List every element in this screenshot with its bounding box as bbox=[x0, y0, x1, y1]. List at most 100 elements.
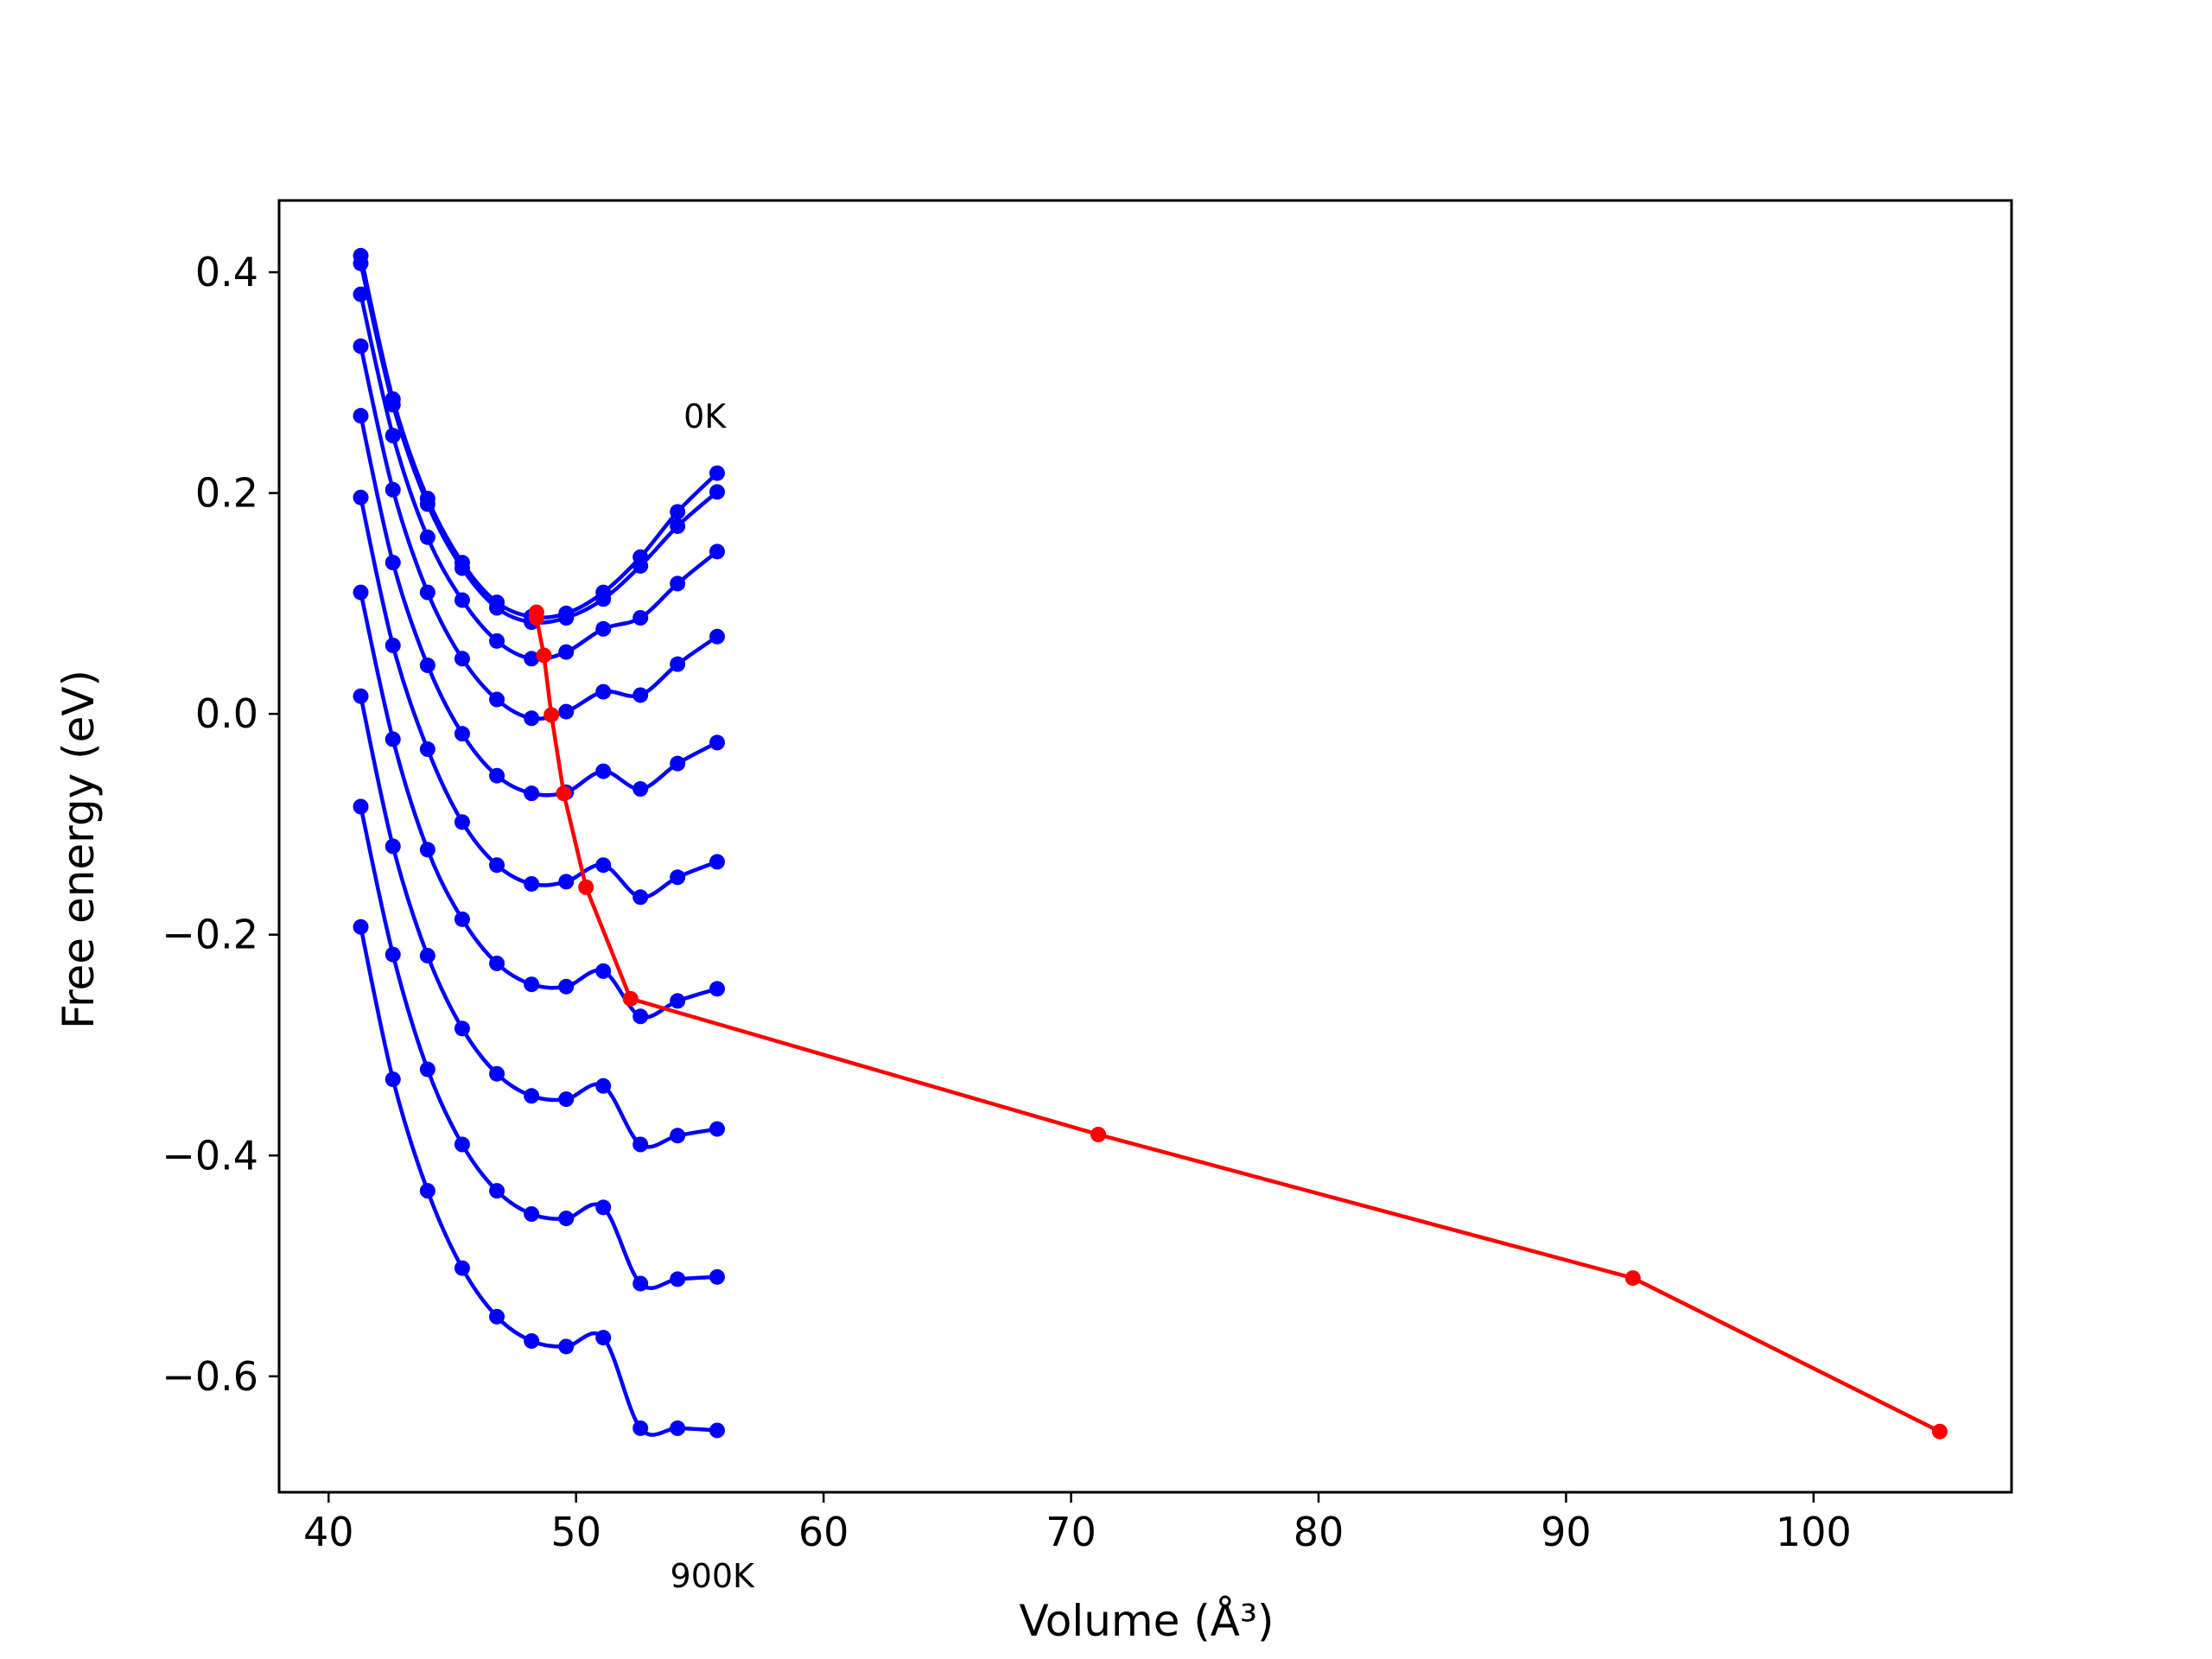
isotherm-point bbox=[419, 657, 435, 673]
isotherm-point bbox=[595, 1330, 612, 1346]
isotherm-point bbox=[709, 543, 725, 560]
isotherm-point bbox=[489, 857, 505, 874]
minimum-path-point bbox=[543, 707, 560, 723]
isotherm-point bbox=[524, 1088, 540, 1104]
isotherm-point bbox=[353, 489, 369, 505]
isotherm-point bbox=[419, 496, 435, 512]
isotherm-point bbox=[385, 555, 401, 571]
axes-frame bbox=[277, 199, 2013, 1494]
isotherm-point bbox=[353, 338, 369, 354]
isotherm-point bbox=[489, 691, 505, 708]
isotherm-point bbox=[595, 857, 612, 874]
plot-area bbox=[353, 247, 1948, 1440]
isotherm-point bbox=[670, 869, 686, 886]
isotherm-point bbox=[558, 1091, 575, 1108]
x-tick-label: 100 bbox=[1776, 1509, 1852, 1555]
annotations: 0K 900K bbox=[671, 397, 756, 1595]
isotherm-point bbox=[558, 874, 575, 890]
isotherm-point bbox=[632, 1136, 649, 1153]
isotherm-point bbox=[454, 1020, 470, 1037]
isotherm-point bbox=[709, 465, 725, 481]
isotherm-point bbox=[709, 1268, 725, 1285]
isotherm-point bbox=[595, 763, 612, 779]
isotherm-point bbox=[419, 1183, 435, 1199]
y-tick-label: 0.4 bbox=[195, 249, 258, 296]
minimum-path-point bbox=[1090, 1127, 1107, 1142]
isotherm-point bbox=[632, 610, 649, 626]
isotherm-point bbox=[709, 734, 725, 751]
isotherm-point bbox=[670, 504, 686, 520]
isotherm-point bbox=[353, 918, 369, 935]
isotherm-point bbox=[524, 710, 540, 727]
isotherm-point bbox=[595, 620, 612, 637]
y-tick-label: −0.6 bbox=[162, 1353, 258, 1400]
isotherm-point bbox=[558, 978, 575, 995]
isotherm-point bbox=[670, 1420, 686, 1436]
isotherm-point bbox=[489, 955, 505, 971]
y-axis-title: Free energy (eV) bbox=[54, 670, 104, 1029]
isotherm-point bbox=[524, 1332, 540, 1349]
isotherm-point bbox=[419, 529, 435, 545]
y-tick-label: 0.0 bbox=[195, 690, 258, 737]
isotherm-point bbox=[709, 981, 725, 997]
isotherm-point bbox=[670, 518, 686, 534]
isotherm-point bbox=[353, 688, 369, 704]
y-tick-label: −0.4 bbox=[162, 1132, 258, 1179]
isotherm-point bbox=[632, 1008, 649, 1025]
minimum-path-point bbox=[622, 990, 639, 1007]
isotherm-point bbox=[595, 591, 612, 607]
isotherm-point bbox=[419, 842, 435, 858]
isotherm-point bbox=[709, 854, 725, 870]
isotherm-point bbox=[454, 592, 470, 608]
isotherm-point bbox=[385, 397, 401, 413]
isotherm-point bbox=[353, 798, 369, 815]
isotherm-point bbox=[670, 1271, 686, 1287]
isotherm-point bbox=[385, 481, 401, 498]
isotherm-point bbox=[454, 726, 470, 742]
isotherm-point bbox=[385, 428, 401, 444]
isotherm-point bbox=[632, 781, 649, 798]
isotherm-point bbox=[595, 963, 612, 979]
minimum-path-point bbox=[536, 647, 552, 664]
isotherm-point bbox=[489, 767, 505, 784]
minimum-path-point bbox=[578, 879, 594, 895]
isotherm-point bbox=[632, 557, 649, 574]
isotherm-point bbox=[524, 875, 540, 892]
y-axis: −0.6 −0.4 −0.2 0.0 0.2 0.4 bbox=[162, 249, 279, 1400]
y-tick-label: −0.2 bbox=[162, 912, 258, 958]
isotherm-point bbox=[709, 1422, 725, 1439]
isotherm-point bbox=[632, 1275, 649, 1292]
isotherm-point bbox=[558, 703, 575, 720]
x-axis-title: Volume (Å³) bbox=[1019, 1596, 1274, 1646]
annotation-0k: 0K bbox=[683, 397, 727, 435]
x-tick-label: 90 bbox=[1541, 1509, 1592, 1555]
isotherm-point bbox=[709, 628, 725, 645]
isotherm-point bbox=[353, 286, 369, 302]
isotherm-point bbox=[558, 644, 575, 660]
isotherm-point bbox=[670, 755, 686, 772]
isotherm-point bbox=[524, 651, 540, 667]
isotherm-point bbox=[709, 484, 725, 500]
isotherm-point bbox=[419, 741, 435, 758]
isotherm-point bbox=[353, 584, 369, 601]
minimum-path-point bbox=[556, 785, 572, 802]
x-tick-label: 70 bbox=[1046, 1509, 1096, 1555]
isotherm-point bbox=[353, 255, 369, 271]
isotherm-point bbox=[595, 683, 612, 700]
isotherm-point bbox=[489, 632, 505, 649]
isotherm-point bbox=[558, 610, 575, 626]
isotherm-point bbox=[632, 889, 649, 906]
isotherm-point bbox=[709, 1121, 725, 1137]
isotherm-point bbox=[454, 651, 470, 667]
isotherm-point bbox=[419, 1061, 435, 1077]
x-tick-label: 50 bbox=[550, 1509, 601, 1555]
minimum-path-point bbox=[528, 610, 544, 626]
isotherm-point bbox=[419, 948, 435, 963]
isotherm-point bbox=[385, 946, 401, 963]
isotherm-point bbox=[524, 976, 540, 993]
isotherm-point bbox=[670, 993, 686, 1009]
isotherm-point bbox=[632, 687, 649, 703]
isotherm-point bbox=[489, 1308, 505, 1325]
